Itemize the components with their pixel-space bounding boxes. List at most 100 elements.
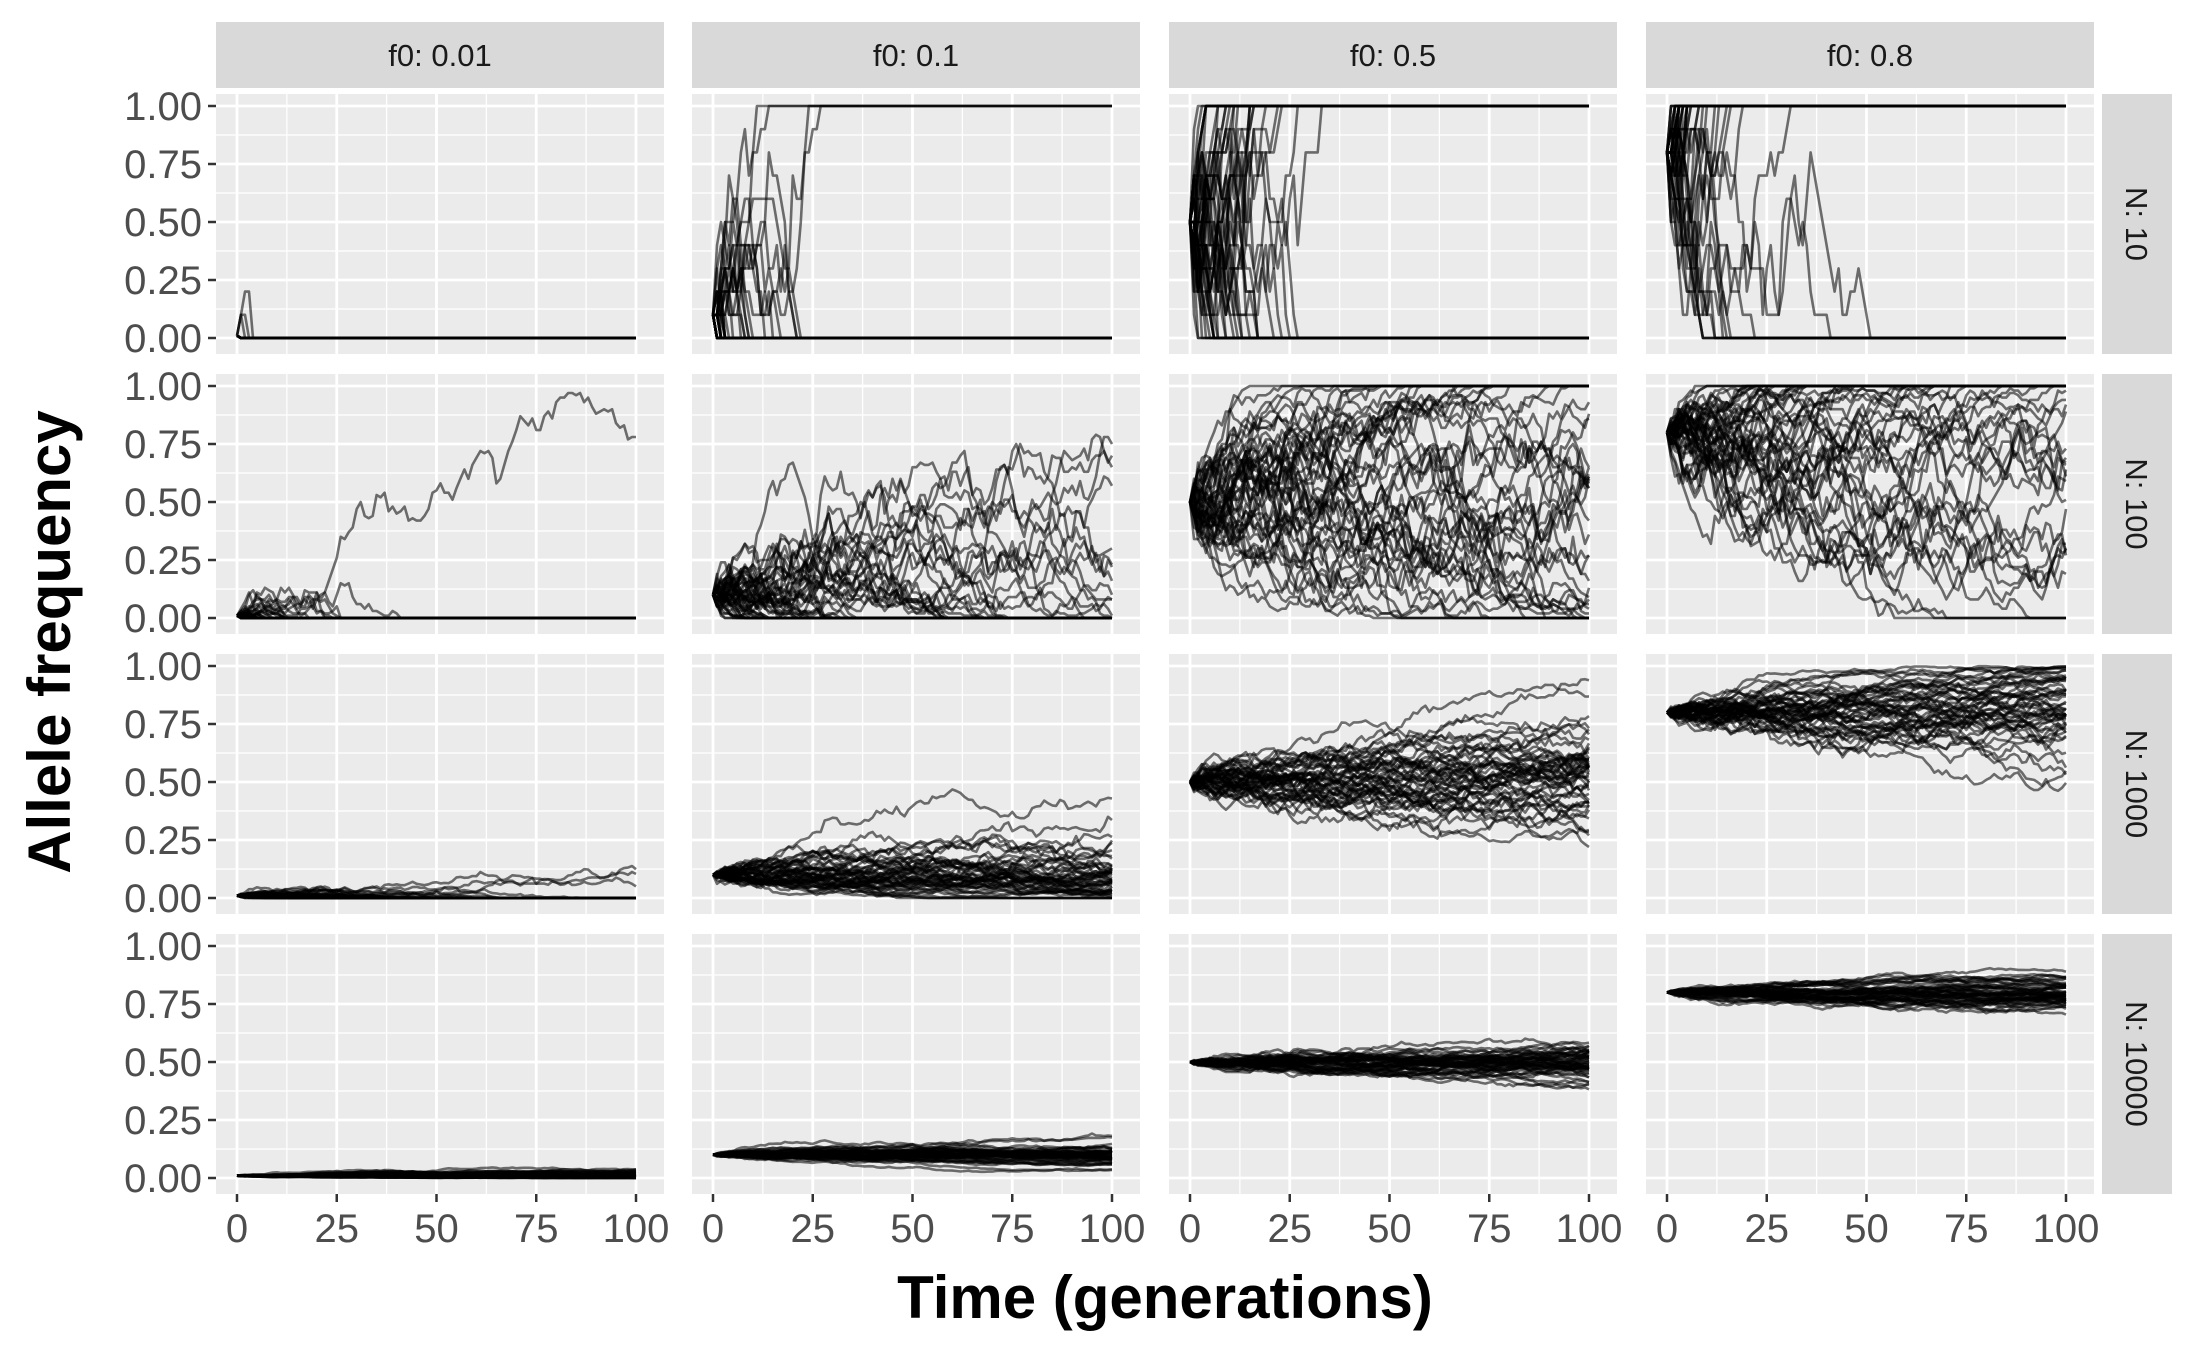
x-tick-label: 25 xyxy=(1745,1207,1790,1251)
y-tick-label: 1.00 xyxy=(124,85,202,129)
replicate-line xyxy=(1665,412,2068,601)
x-tick-label: 25 xyxy=(791,1207,836,1251)
y-tick-label: 1.00 xyxy=(124,645,202,689)
panel-0-3 xyxy=(1646,94,2094,354)
replicate-line xyxy=(712,845,1113,882)
series-group xyxy=(236,1166,637,1180)
replicate-line xyxy=(1189,1058,1590,1073)
replicate-line xyxy=(1666,414,2067,590)
panel-2-0 xyxy=(216,654,664,914)
series-group xyxy=(1189,1037,1590,1091)
replicate-line xyxy=(712,1150,1113,1160)
replicate-line xyxy=(711,435,1114,596)
y-tick-label: 1.00 xyxy=(124,365,202,409)
x-tick-label: 75 xyxy=(1467,1207,1512,1251)
x-tick-label: 25 xyxy=(315,1207,360,1251)
col-strip-label: f0: 0.01 xyxy=(388,38,491,73)
series-group xyxy=(1188,104,1589,340)
x-tick-label: 100 xyxy=(1079,1207,1146,1251)
row-strip-0: N: 10 xyxy=(2102,94,2172,354)
replicate-line xyxy=(1665,428,2067,529)
panel-0-2 xyxy=(1169,94,1617,354)
panel-background xyxy=(1646,934,2094,1194)
x-tick-label: 0 xyxy=(702,1207,724,1251)
replicate-line xyxy=(1666,684,2067,736)
replicate-line xyxy=(1189,426,1590,580)
row-strip-1: N: 100 xyxy=(2102,374,2172,634)
col-strip-bg xyxy=(216,22,664,88)
y-tick-label: 0.50 xyxy=(124,1041,202,1085)
replicate-line xyxy=(712,477,1114,599)
row-strip-label: N: 1000 xyxy=(2119,730,2154,839)
replicate-line xyxy=(1666,400,2068,497)
x-tick-label: 50 xyxy=(890,1207,935,1251)
replicate-line xyxy=(711,507,1114,601)
x-tick-label: 100 xyxy=(2033,1207,2100,1251)
row-strip-bg xyxy=(2102,934,2172,1194)
y-tick-label: 0.50 xyxy=(124,761,202,805)
y-tick-label: 0.75 xyxy=(124,703,202,747)
replicate-line xyxy=(1667,975,2067,996)
x-tick-label: 75 xyxy=(514,1207,559,1251)
y-tick-label: 0.25 xyxy=(124,1099,202,1143)
row-strip-3: N: 10000 xyxy=(2102,934,2172,1194)
replicate-line xyxy=(1666,707,2068,769)
series-group xyxy=(1666,966,2067,1016)
row-strip-2: N: 1000 xyxy=(2102,654,2172,914)
y-tick-label: 1.00 xyxy=(124,925,202,969)
replicate-line xyxy=(712,521,1114,601)
replicate-line xyxy=(1666,391,2068,518)
replicate-line xyxy=(1665,151,2066,340)
series-group xyxy=(235,290,636,340)
y-axis-title: Allele frequency xyxy=(16,410,83,874)
x-tick-label: 0 xyxy=(226,1207,248,1251)
replicate-line xyxy=(1665,403,2067,573)
x-tick-label: 100 xyxy=(1556,1207,1623,1251)
series-group xyxy=(1665,104,2066,340)
replicate-line xyxy=(1189,769,1590,829)
replicate-line xyxy=(1189,440,1590,543)
x-tick-label: 100 xyxy=(603,1207,670,1251)
col-strip-label: f0: 0.1 xyxy=(873,38,959,73)
replicate-line xyxy=(237,391,636,617)
x-tick-label: 50 xyxy=(1367,1207,1412,1251)
col-strip-1: f0: 0.1 xyxy=(692,22,1140,88)
row-strip-bg xyxy=(2102,94,2172,354)
facet-strips: f0: 0.01 f0: 0.1 f0: 0.5 f0: 0.8 N: 10 N: 100… xyxy=(216,22,2172,1194)
replicate-line xyxy=(1666,389,2067,490)
replicate-line xyxy=(712,846,1113,878)
series-group xyxy=(712,1132,1113,1174)
col-strip-3: f0: 0.8 xyxy=(1646,22,2094,88)
y-tick-label: 0.25 xyxy=(124,259,202,303)
series-group xyxy=(1665,664,2068,793)
replicate-line xyxy=(1188,493,1589,620)
y-tick-label: 0.00 xyxy=(124,877,202,921)
replicate-line xyxy=(1188,501,1590,599)
panel-3-0 xyxy=(216,934,664,1194)
y-tick-label: 0.75 xyxy=(124,983,202,1027)
series-group xyxy=(1188,384,1591,620)
series-group xyxy=(236,864,637,900)
y-tick-label: 0.25 xyxy=(124,819,202,863)
panel-2-2 xyxy=(1169,654,1617,914)
replicate-line xyxy=(1189,384,1589,552)
replicate-line xyxy=(712,1153,1113,1172)
replicate-line xyxy=(236,894,636,900)
replicate-line xyxy=(236,614,636,620)
replicate-line xyxy=(1188,435,1591,559)
replicate-line xyxy=(1190,769,1590,844)
row-strip-label: N: 100 xyxy=(2119,458,2154,549)
col-strip-bg xyxy=(692,22,1140,88)
panel-1-3 xyxy=(1646,374,2094,634)
replicate-line xyxy=(1666,703,2067,745)
x-tick-label: 75 xyxy=(990,1207,1035,1251)
replicate-line xyxy=(1188,501,1589,620)
series-group xyxy=(711,788,1114,900)
replicate-line xyxy=(1190,466,1591,587)
replicate-line xyxy=(712,839,1113,877)
series-group xyxy=(711,104,1112,340)
replicate-line xyxy=(1190,1045,1590,1064)
replicate-line xyxy=(712,870,1112,900)
row-strip-label: N: 10000 xyxy=(2119,1001,2154,1127)
row-strip-bg xyxy=(2102,374,2172,634)
